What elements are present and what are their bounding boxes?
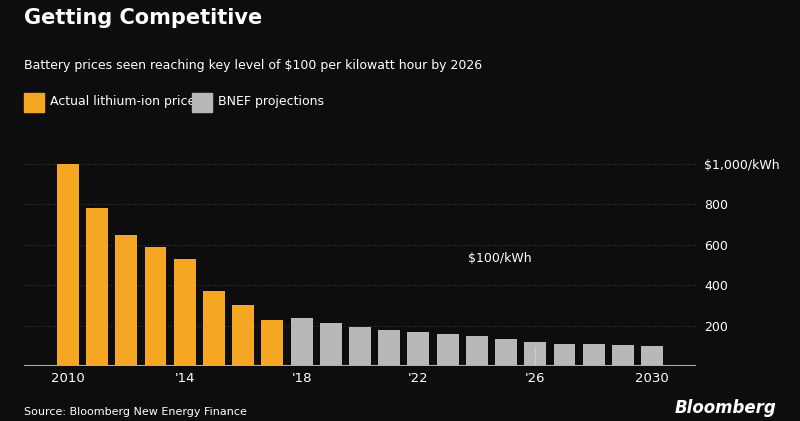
Bar <box>174 259 196 366</box>
Bar <box>437 365 458 366</box>
Bar <box>57 164 78 366</box>
Bar <box>349 327 371 366</box>
Bar <box>642 346 663 366</box>
Bar <box>290 317 313 366</box>
Bar <box>203 291 225 366</box>
Bar <box>466 336 488 366</box>
Bar <box>554 344 575 366</box>
Bar <box>86 208 108 366</box>
Bar <box>378 365 400 366</box>
Bar <box>349 365 371 366</box>
Bar <box>378 330 400 366</box>
Bar <box>495 365 517 366</box>
Bar <box>437 334 458 366</box>
Bar <box>582 344 605 366</box>
Text: BNEF projections: BNEF projections <box>218 95 323 107</box>
Bar <box>642 365 663 366</box>
Bar <box>524 342 546 366</box>
Bar <box>554 365 575 366</box>
Text: Battery prices seen reaching key level of $100 per kilowatt hour by 2026: Battery prices seen reaching key level o… <box>24 59 482 72</box>
Bar <box>612 365 634 366</box>
Bar <box>582 365 605 366</box>
Text: Actual lithium-ion prices: Actual lithium-ion prices <box>50 95 202 107</box>
Bar <box>612 345 634 366</box>
Bar <box>290 365 313 366</box>
Bar <box>232 306 254 366</box>
Bar <box>407 332 430 366</box>
Text: $100/kWh: $100/kWh <box>469 252 532 265</box>
Text: Getting Competitive: Getting Competitive <box>24 8 262 29</box>
Bar <box>524 365 546 366</box>
Bar <box>320 365 342 366</box>
Bar <box>466 365 488 366</box>
Bar <box>495 339 517 366</box>
Bar <box>407 365 430 366</box>
Bar <box>262 320 283 366</box>
Bar <box>115 234 138 366</box>
Bar <box>320 322 342 366</box>
Text: Bloomberg: Bloomberg <box>674 399 776 417</box>
Text: Source: Bloomberg New Energy Finance: Source: Bloomberg New Energy Finance <box>24 407 247 417</box>
Bar <box>145 247 166 366</box>
